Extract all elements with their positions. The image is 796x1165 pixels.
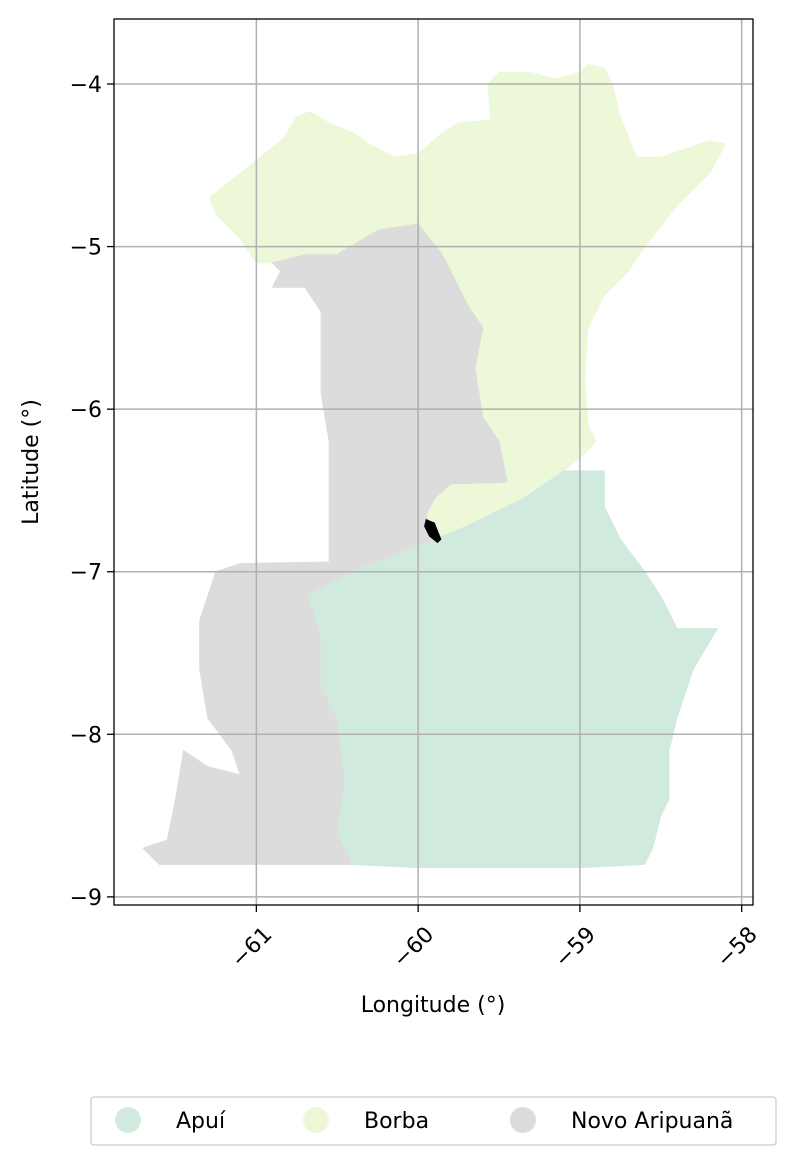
- y-tick-label: −7: [70, 561, 102, 586]
- y-tick-label: −5: [70, 236, 102, 261]
- regions-layer: [142, 63, 727, 869]
- legend-swatch-borba: [303, 1107, 329, 1133]
- x-axis-label: Longitude (°): [361, 993, 506, 1018]
- y-axis-ticks: −4 −5 −6 −7 −8 −9: [70, 73, 114, 911]
- y-tick-label: −8: [70, 723, 102, 748]
- region-marker-3: [424, 519, 442, 544]
- legend-label-novo-aripuana: Novo Aripuanã: [571, 1109, 733, 1134]
- x-axis-ticks: −61 −60 −59 −58: [227, 905, 763, 973]
- legend-label-borba: Borba: [364, 1109, 429, 1134]
- legend-frame: [90, 1096, 777, 1146]
- plot-frame: [113, 18, 754, 906]
- x-tick-label: −58: [712, 922, 763, 973]
- y-tick-label: −6: [70, 398, 102, 423]
- y-tick-label: −4: [70, 73, 102, 98]
- legend-label-apui: Apuí: [176, 1109, 226, 1134]
- x-tick-label: −60: [389, 922, 440, 973]
- x-tick-label: −61: [227, 922, 278, 973]
- region-novo-aripuana: [142, 223, 508, 865]
- y-tick-label: −9: [70, 886, 102, 911]
- legend: Apuí Borba Novo Aripuanã: [90, 1096, 777, 1146]
- grid-layer: [114, 19, 753, 905]
- legend-swatch-apui: [115, 1107, 141, 1133]
- y-axis-label: Latitude (°): [19, 399, 44, 525]
- legend-swatch-novo-aripuana: [510, 1107, 536, 1133]
- x-tick-label: −59: [550, 922, 601, 973]
